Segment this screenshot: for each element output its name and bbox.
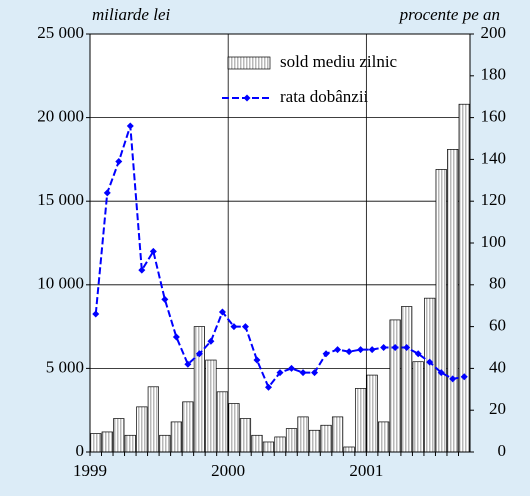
y2-tick-label: 20 [489,399,506,418]
y2-tick-label: 60 [489,316,506,335]
marker [92,310,100,318]
bar [320,424,332,453]
marker [276,369,284,377]
y2-tick-label: 100 [481,232,507,251]
y2-tick-label: 140 [481,148,507,167]
y-tick-label: 0 [76,441,85,460]
marker [288,364,296,372]
marker [449,375,457,383]
bar [308,429,321,453]
marker [184,360,192,368]
marker [115,157,123,165]
marker [126,122,134,130]
bar [239,418,252,453]
marker [311,369,319,377]
bar [124,434,136,453]
bar [424,297,436,453]
bar [401,306,413,453]
marker [241,323,249,331]
y2-axis-label: procente pe an [399,5,500,24]
bar [274,436,286,453]
marker [334,346,342,354]
bar [262,441,275,453]
bar [251,434,263,453]
marker [103,189,111,197]
bar [216,391,229,453]
bar [447,149,459,453]
marker [253,356,261,364]
bar [113,418,125,453]
bar [101,431,113,453]
marker [264,383,272,391]
marker [437,369,445,377]
bar [389,319,401,453]
marker [322,350,330,358]
marker [391,344,399,351]
marker [345,348,353,356]
x-tick-label: 2001 [349,461,383,480]
bar [458,103,470,453]
bar [331,416,344,453]
bar [343,446,355,453]
plot-border [89,33,471,453]
y2-tick-label: 0 [498,441,507,460]
x-tick-label: 1999 [73,461,107,480]
y2-tick-label: 200 [481,23,507,42]
bar [90,433,102,453]
bar [182,401,194,453]
marker [195,350,203,358]
marker [230,323,238,331]
y-axis-label: miliarde lei [92,5,170,24]
y2-tick-label: 180 [481,65,507,84]
marker [460,373,468,381]
bar [412,361,424,453]
marker [414,350,422,358]
bar [378,421,390,453]
y-tick-label: 15 000 [37,190,84,209]
y-tick-label: 5 000 [46,357,84,376]
bar [147,386,159,453]
marker [172,333,180,341]
y-tick-label: 20 000 [37,107,84,126]
bar [297,416,309,453]
legend-swatch [227,56,271,70]
bar [354,388,367,453]
marker [149,247,157,255]
marker [368,346,376,354]
marker [161,295,169,303]
bar [170,421,182,453]
y-tick-label: 10 000 [37,274,84,293]
y2-tick-label: 160 [481,107,507,126]
bar [159,434,171,453]
x-tick-label: 2000 [211,461,245,480]
marker [138,266,146,274]
bar [136,406,148,453]
legend-marker [243,94,251,102]
bar [193,326,206,453]
marker [218,308,226,316]
marker [357,346,365,354]
bar [205,359,217,453]
marker [426,358,434,366]
bar [285,428,298,453]
bar [435,169,447,453]
y-tick-label: 25 000 [37,23,84,42]
marker [380,344,388,351]
bar [228,403,240,453]
y2-tick-label: 80 [489,274,506,293]
marker [299,369,307,377]
legend-label: rata dobânzii [280,87,369,106]
y2-tick-label: 120 [481,190,507,209]
legend-label: sold mediu zilnic [280,52,398,71]
marker [207,337,215,345]
bar [366,374,378,453]
y2-tick-label: 40 [489,357,506,376]
marker [403,344,411,351]
